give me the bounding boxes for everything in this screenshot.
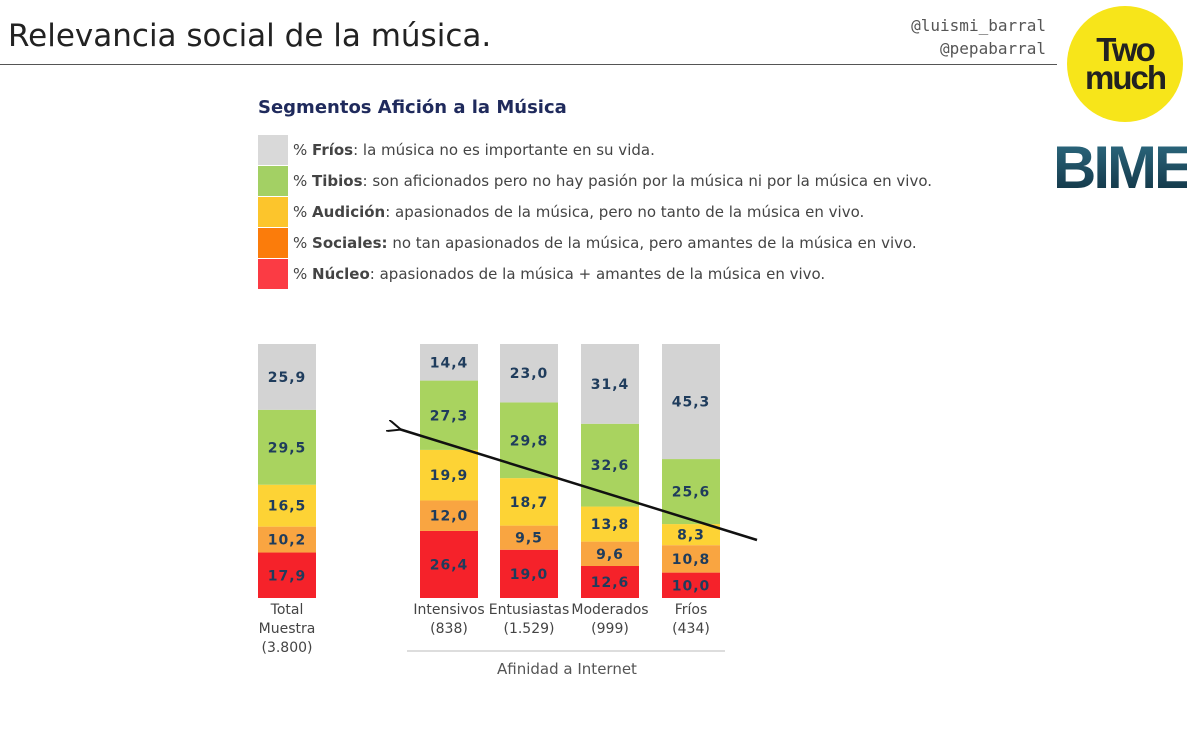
legend-label: % Audición: apasionados de la música, pe… <box>293 202 865 221</box>
data-label: 19,9 <box>430 468 469 484</box>
category-label: (838) <box>430 621 468 637</box>
bar-segment <box>500 525 558 550</box>
data-label: 45,3 <box>672 395 711 411</box>
legend-label: % Sociales: no tan apasionados de la mús… <box>293 233 917 252</box>
data-label: 9,5 <box>515 531 543 547</box>
data-label: 18,7 <box>510 495 549 511</box>
bars-group: 17,9 10,2 16,5 29,5 25,9 Total Muestra (3.800) 2… <box>258 344 720 656</box>
category-label: Intensivos <box>413 602 484 618</box>
data-label: 10,0 <box>672 578 711 594</box>
bar-segment <box>258 344 316 410</box>
data-label: 10,8 <box>672 552 711 568</box>
bar-segment <box>581 541 639 566</box>
legend-label: % Fríos: la música no es importante en s… <box>293 140 655 159</box>
title-divider <box>0 64 1057 65</box>
legend-label: % Tibios: son aficionados pero no hay pa… <box>293 171 932 190</box>
legend-item-sociales: % Sociales: no tan apasionados de la mús… <box>258 227 932 258</box>
bime-logo-text: BIME <box>1057 140 1187 194</box>
bar-segment <box>500 402 558 479</box>
bar-segment <box>258 409 316 485</box>
bar-segment <box>581 423 639 507</box>
twomuch-logo-line-2: much <box>1084 59 1167 96</box>
slide-title: Relevancia social de la música. <box>8 18 492 54</box>
data-label: 27,3 <box>430 408 469 424</box>
category-label: Total <box>270 602 304 618</box>
data-label: 16,5 <box>268 499 307 515</box>
data-label: 25,6 <box>672 485 711 501</box>
handle-2: @pepabarral <box>940 39 1046 58</box>
group-axis-label: Afinidad a Internet <box>497 660 637 678</box>
data-label: 10,2 <box>268 533 307 549</box>
bar-segment <box>500 549 558 598</box>
legend-item-frios: % Fríos: la música no es importante en s… <box>258 134 932 165</box>
data-label: 12,6 <box>591 575 630 591</box>
legend-swatch <box>258 196 288 227</box>
legend-label: % Núcleo: apasionados de la música + ama… <box>293 264 826 283</box>
data-label: 19,0 <box>510 567 549 583</box>
data-label: 12,0 <box>430 509 469 525</box>
trend-arrow <box>399 429 758 542</box>
category-label: (1.529) <box>503 621 554 637</box>
category-label: Moderados <box>571 602 648 618</box>
bar-segment <box>420 530 478 598</box>
bar-segment <box>420 344 478 381</box>
bar-segment <box>662 572 720 598</box>
category-label: (999) <box>591 621 629 637</box>
data-label: 32,6 <box>591 458 630 474</box>
legend-title: Segmentos Afición a la Música <box>258 97 567 118</box>
bar-segment <box>581 506 639 542</box>
bar-segment <box>581 344 639 424</box>
data-label: 23,0 <box>510 366 549 382</box>
bar-segment <box>662 524 720 546</box>
bar-segment <box>258 552 316 598</box>
legend-swatch <box>258 134 288 165</box>
data-label: 8,3 <box>677 528 705 544</box>
bar-segment <box>420 449 478 501</box>
bar-segment <box>662 545 720 573</box>
data-label: 17,9 <box>268 568 307 584</box>
data-label: 25,9 <box>268 370 307 386</box>
handle-1: @luismi_barral <box>911 16 1046 35</box>
legend-item-nucleo: % Núcleo: apasionados de la música + ama… <box>258 258 932 289</box>
legend: % Fríos: la música no es importante en s… <box>258 134 932 289</box>
data-label: 31,4 <box>591 377 630 393</box>
bar-segment <box>581 566 639 598</box>
twomuch-logo: Two much <box>1067 6 1183 122</box>
data-label: 29,8 <box>510 433 549 449</box>
data-label: 13,8 <box>591 517 630 533</box>
data-label: 29,5 <box>268 440 307 456</box>
bar-segment <box>420 500 478 531</box>
legend-swatch <box>258 258 288 289</box>
legend-swatch <box>258 227 288 258</box>
data-label: 26,4 <box>430 557 469 573</box>
category-label: Muestra <box>259 621 316 637</box>
author-handles: @luismi_barral @pepabarral <box>911 14 1046 60</box>
category-label: (3.800) <box>261 640 312 656</box>
bar-segment <box>500 344 558 403</box>
legend-swatch <box>258 165 288 196</box>
category-label: (434) <box>672 621 710 637</box>
category-label: Entusiastas <box>489 602 570 618</box>
twomuch-logo-line-1: Two <box>1096 31 1156 68</box>
bar-segment <box>258 526 316 553</box>
bime-logo: BIME <box>1057 140 1187 194</box>
legend-item-audicion: % Audición: apasionados de la música, pe… <box>258 196 932 227</box>
category-label: Fríos <box>675 602 708 618</box>
bar-segment <box>662 344 720 460</box>
legend-item-tibios: % Tibios: son aficionados pero no hay pa… <box>258 165 932 196</box>
bar-segment <box>500 478 558 526</box>
data-label: 9,6 <box>596 547 624 563</box>
data-label: 14,4 <box>430 355 469 371</box>
bar-segment <box>258 484 316 527</box>
